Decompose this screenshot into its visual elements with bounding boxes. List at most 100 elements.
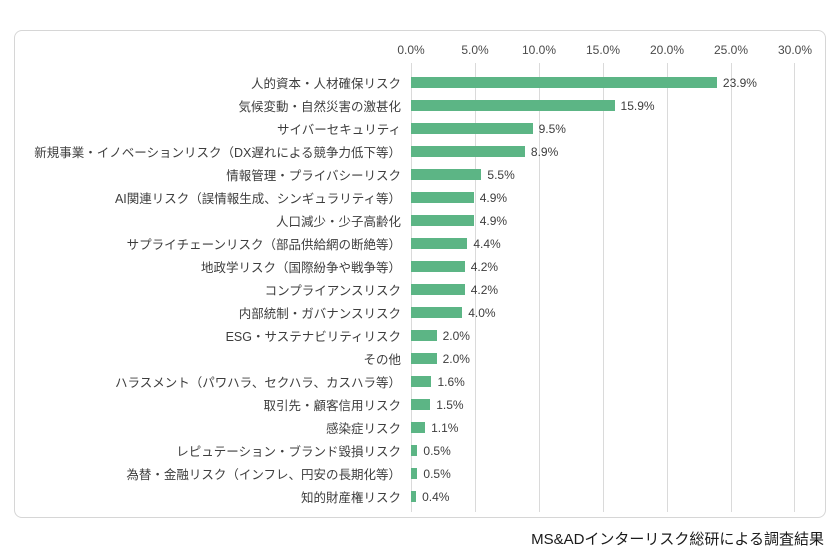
bar [411,307,463,318]
bar [411,123,533,134]
bar-row: 新規事業・イノベーションリスク（DX遅れによる競争力低下等） 8.9% [15,140,825,163]
axis-left-spacer [15,41,411,67]
bar [411,192,474,203]
category-label: 為替・金融リスク（インフレ、円安の長期化等） [126,468,401,482]
bar-chart: 0.0% 5.0% 10.0% 15.0% 20.0% 25.0% 30.0% 人的資本・人… [14,30,826,518]
bar-row: ESG・サステナビリティリスク 2.0% [15,324,825,347]
category-label: ハラスメント（パワハラ、セクハラ、カスハラ等） [114,376,401,390]
gridline [731,63,732,512]
gridline [794,63,795,512]
bar-row: サプライチェーンリスク（部品供給網の断絶等） 4.4% [15,232,825,255]
value-label: 4.9% [479,213,508,228]
category-label: 情報管理・プライバシーリスク [226,169,401,183]
bar-row: その他 2.0% [15,347,825,370]
bar-cell: 2.0% [411,347,795,370]
value-label: 4.9% [479,190,508,205]
bar-row: 感染症リスク 1.1% [15,416,825,439]
bar [411,169,482,180]
x-tick-label: 10.0% [521,43,557,57]
bar [411,215,474,226]
x-tick-label: 25.0% [713,43,749,57]
category-label: 人口減少・少子高齢化 [275,215,401,229]
x-axis-ticks: 0.0% 5.0% 10.0% 15.0% 20.0% 25.0% 30.0% [397,41,812,67]
x-tick-label: 15.0% [585,43,621,57]
x-tick-label: 20.0% [649,43,685,57]
bar [411,261,465,272]
category-label: 新規事業・イノベーションリスク（DX遅れによる競争力低下等） [34,146,401,160]
gridline [667,63,668,512]
bar-cell: 4.4% [411,232,795,255]
value-label: 4.0% [468,305,496,320]
x-tick-label: 5.0% [461,43,489,57]
bar [411,100,615,111]
value-label: 0.5% [423,466,451,481]
category-label: レピュテーション・ブランド毀損リスク [176,445,401,459]
bar-cell: 23.9% [411,71,795,94]
bar-row: 人口減少・少子高齢化 4.9% [15,209,825,232]
bar [411,77,717,88]
value-label: 1.5% [436,397,464,412]
category-label: 人的資本・人材確保リスク [250,77,401,91]
category-label: コンプライアンスリスク [264,284,401,298]
bar-cell: 4.0% [411,301,795,324]
bar [411,399,431,410]
bar-row: 地政学リスク（国際紛争や戦争等） 4.2% [15,255,825,278]
x-tick-label: 30.0% [777,43,813,57]
bar [411,284,465,295]
category-label: 感染症リスク [325,422,401,436]
value-label: 1.6% [437,374,465,389]
bar-cell: 0.4% [411,485,795,508]
source-caption: MS&ADインターリスク総研による調査結果 [531,531,824,548]
bar [411,330,437,341]
value-label: 1.1% [431,420,459,435]
category-label: ESG・サステナビリティリスク [225,330,401,344]
value-label: 0.5% [423,443,451,458]
bar-cell: 0.5% [411,462,795,485]
value-label: 2.0% [442,351,470,366]
bar [411,468,418,479]
gridline [475,63,476,512]
value-label: 2.0% [442,328,470,343]
gridline [539,63,540,512]
bar [411,491,417,502]
bar-row: レピュテーション・ブランド毀損リスク 0.5% [15,439,825,462]
category-label: サプライチェーンリスク（部品供給網の断絶等） [126,238,401,252]
bar [411,376,432,387]
bar-rows: 人的資本・人材確保リスク 23.9% 気候変動・自然災害の激甚化 15.9% サイバーセ… [15,71,825,508]
bar [411,445,418,456]
bar-row: 為替・金融リスク（インフレ、円安の長期化等） 0.5% [15,462,825,485]
bar [411,353,437,364]
bar-cell: 4.9% [411,209,795,232]
x-tick-label: 0.0% [397,43,425,57]
bar-row: 気候変動・自然災害の激甚化 15.9% [15,94,825,117]
bar-row: 人的資本・人材確保リスク 23.9% [15,71,825,94]
plot-area: 人的資本・人材確保リスク 23.9% 気候変動・自然災害の激甚化 15.9% サイバーセ… [15,63,825,512]
value-label: 5.5% [487,167,515,182]
bar-row: ハラスメント（パワハラ、セクハラ、カスハラ等） 1.6% [15,370,825,393]
bar-row: 知的財産権リスク 0.4% [15,485,825,508]
category-label: 知的財産権リスク [300,491,401,505]
category-label: サイバーセキュリティ [276,123,401,137]
value-label: 4.2% [470,259,499,274]
value-label: 23.9% [722,75,757,90]
bar-row: 内部統制・ガバナンスリスク 4.0% [15,301,825,324]
bar-cell: 1.1% [411,416,795,439]
bar [411,146,525,157]
bar-cell: 1.6% [411,370,795,393]
bar-cell: 2.0% [411,324,795,347]
category-label: その他 [363,353,401,367]
bar-row: サイバーセキュリティ 9.5% [15,117,825,140]
bar-row: 情報管理・プライバシーリスク 5.5% [15,163,825,186]
value-label: 0.4% [422,489,450,504]
value-label: 8.9% [530,144,559,159]
bar-cell: 4.2% [411,255,795,278]
bar-cell: 4.9% [411,186,795,209]
category-label: 取引先・顧客信用リスク [263,399,401,413]
category-label: 気候変動・自然災害の激甚化 [238,100,401,114]
value-label: 15.9% [620,98,655,113]
x-axis: 0.0% 5.0% 10.0% 15.0% 20.0% 25.0% 30.0% [15,41,825,67]
value-label: 9.5% [538,121,566,136]
bar-cell: 15.9% [411,94,795,117]
bar-cell: 0.5% [411,439,795,462]
bar [411,422,426,433]
